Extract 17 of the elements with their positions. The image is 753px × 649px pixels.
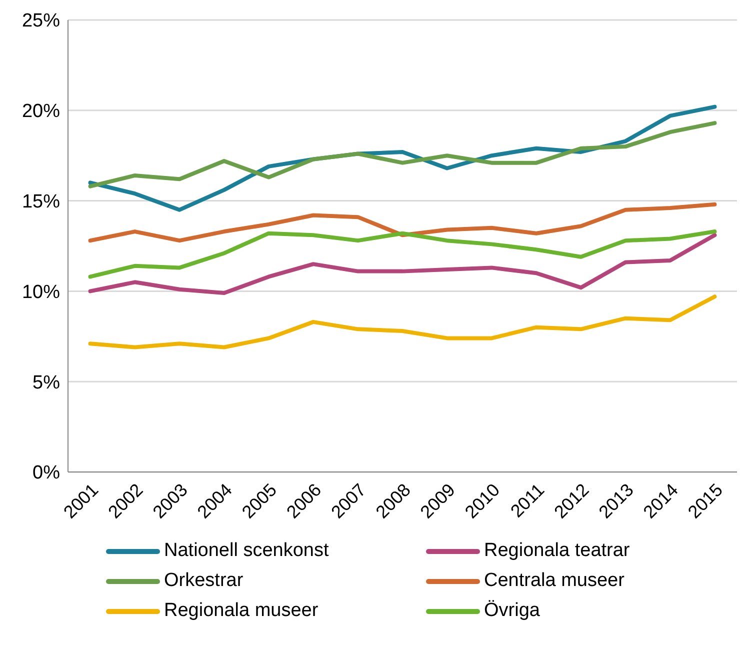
- line-series: [88, 202, 717, 243]
- y-tick-label: 5%: [32, 372, 60, 394]
- y-tick-label: 25%: [22, 10, 60, 32]
- legend-label: Orkestrar: [164, 570, 244, 592]
- y-tick-label: 15%: [22, 192, 60, 213]
- line-series: [88, 230, 717, 279]
- legend-label: Centrala museer: [484, 570, 624, 592]
- y-tick-label: 10%: [22, 282, 60, 303]
- y-tick-label: 0%: [32, 462, 60, 484]
- line-series: [88, 294, 717, 350]
- legend-label: Regionala teatrar: [484, 540, 630, 562]
- legend-label: Regionala museer: [164, 600, 318, 622]
- line-series: [88, 233, 717, 296]
- legend-label: Nationell scenkonst: [164, 540, 329, 562]
- legend-label: Övriga: [484, 600, 540, 622]
- y-tick-label: 20%: [22, 101, 60, 122]
- line-series: [88, 121, 717, 188]
